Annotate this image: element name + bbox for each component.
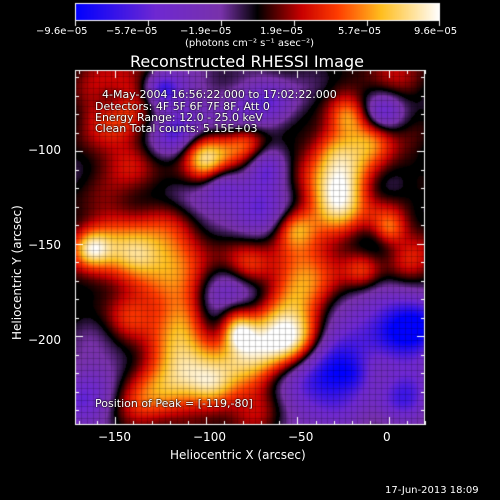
time-range-text: 4-May-2004 16:56:22.000 to 17:02:22.000 bbox=[102, 88, 337, 101]
colorbar-unit-label: (photons cm⁻² s⁻¹ asec⁻²) bbox=[185, 38, 315, 49]
detectors-text: Detectors: 4F 5F 6F 7F 8F, Att 0 bbox=[95, 100, 270, 113]
x-tick-label: −50 bbox=[288, 430, 314, 444]
colorbar-tick-label: 1.9e−05 bbox=[260, 26, 304, 37]
plot-timestamp: 17-Jun-2013 18:09 bbox=[385, 485, 479, 496]
x-tick-label: −150 bbox=[98, 430, 131, 444]
y-axis-label: Heliocentric Y (arcsec) bbox=[10, 205, 24, 340]
colorbar-tick-label: −5.7e−05 bbox=[106, 26, 158, 37]
y-tick-label: −200 bbox=[28, 333, 61, 347]
x-tick-label: 0 bbox=[383, 430, 391, 444]
y-tick-label: −100 bbox=[28, 143, 61, 157]
colorbar-tick-label: −9.6e−05 bbox=[36, 26, 88, 37]
peak-position-text: Position of Peak = [-119,-80] bbox=[95, 397, 253, 410]
y-tick-label: −150 bbox=[28, 238, 61, 252]
colorbar-tick-label: 9.6e−05 bbox=[414, 26, 458, 37]
x-tick-label: −100 bbox=[193, 430, 226, 444]
energy-range-text: Energy Range: 12.0 - 25.0 keV bbox=[95, 111, 263, 124]
clean-counts-text: Clean Total counts: 5.15E+03 bbox=[95, 122, 258, 135]
colorbar-tick-label: −1.9e−05 bbox=[180, 26, 232, 37]
image-title: Reconstructed RHESSI Image bbox=[130, 52, 364, 71]
x-axis-label: Heliocentric X (arcsec) bbox=[170, 448, 306, 462]
colorbar-tick-label: 5.7e−05 bbox=[338, 26, 382, 37]
